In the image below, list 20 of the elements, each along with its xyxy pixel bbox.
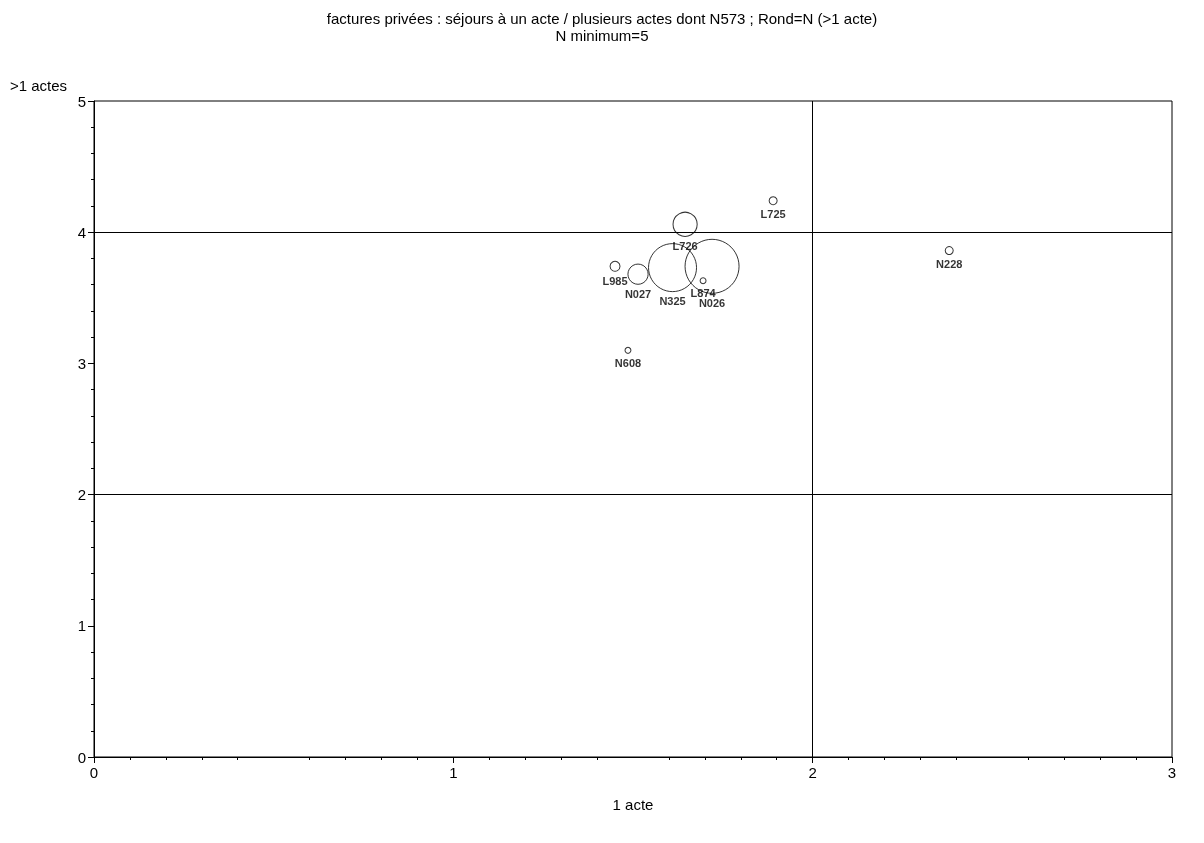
- y-tick-label: 4: [77, 223, 86, 241]
- y-tick-label: 5: [77, 92, 86, 110]
- y-tick-label: 0: [77, 748, 86, 766]
- y-tick-label: 2: [77, 486, 86, 504]
- annotation: N325: [659, 295, 686, 308]
- annotation: N228: [936, 258, 963, 271]
- y-tick-label: 1: [77, 617, 86, 635]
- annotation: N608: [614, 356, 642, 369]
- x-tick-label: 0: [89, 764, 99, 781]
- x-axis-title: 1 acte: [612, 796, 654, 813]
- x-tick-label: 2: [808, 764, 817, 781]
- x-tick-label: 3: [1167, 764, 1177, 781]
- annotation: L725: [760, 208, 786, 221]
- y-tick-label: 3: [77, 354, 86, 372]
- chart-subtitle: N minimum=5: [555, 27, 649, 44]
- annotation: N027: [624, 287, 652, 300]
- x-tick-label: 1: [449, 764, 458, 781]
- chart-title: factures privées : séjours à un acte / plusieurs actes dont N573 ; Rond=N (>1 acte): [326, 10, 878, 27]
- y-axis-title: >1 actes: [10, 77, 68, 94]
- annotation: L985: [602, 274, 628, 287]
